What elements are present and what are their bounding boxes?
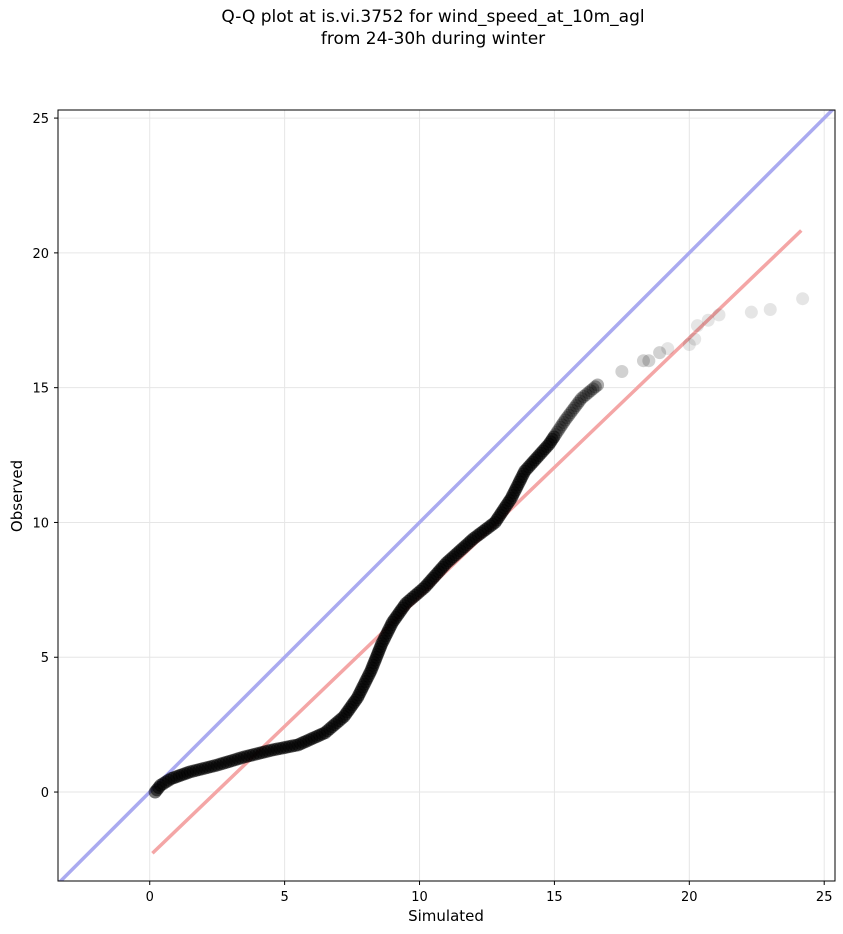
qq-point: [567, 401, 581, 415]
qq-point: [569, 399, 583, 413]
x-tick-label: 25: [816, 890, 833, 905]
qq-point: [564, 406, 578, 420]
qq-point: [642, 354, 656, 368]
qq-point: [573, 394, 587, 408]
qq-point: [555, 418, 569, 432]
plot-frame: [57, 109, 836, 882]
x-tick-label: 15: [546, 890, 563, 905]
qq-point: [557, 415, 571, 429]
qq-point: [562, 408, 576, 422]
y-tick-label: 5: [41, 651, 49, 666]
qq-point: [586, 382, 600, 396]
qq-point: [588, 380, 602, 394]
chart-title: Q-Q plot at is.vi.3752 for wind_speed_at…: [0, 6, 843, 50]
qq-point: [701, 313, 715, 327]
qq-point: [552, 423, 566, 437]
qq-point: [571, 396, 585, 410]
x-tick-label: 0: [146, 890, 154, 905]
y-tick-label: 25: [32, 112, 49, 127]
qq-point: [763, 302, 777, 316]
qq-point: [661, 342, 675, 356]
qq-point: [548, 428, 562, 442]
y-tick-label: 10: [32, 516, 49, 531]
qq-point: [574, 391, 588, 405]
qq-point: [550, 425, 564, 439]
qq-point: [560, 411, 574, 425]
qq-point: [682, 338, 696, 352]
y-tick-label: 0: [41, 786, 49, 801]
data-points: [148, 292, 810, 799]
y-tick-label: 20: [32, 247, 49, 262]
qq-point: [547, 430, 561, 444]
title-line-2: from 24-30h during winter: [320, 29, 546, 49]
qq-point: [558, 413, 572, 427]
qq-point: [553, 420, 567, 434]
qq-point: [615, 364, 629, 378]
y-axis-label: Observed: [8, 460, 26, 532]
qq-point: [796, 292, 810, 306]
x-tick-label: 10: [411, 890, 428, 905]
qq-point: [690, 319, 704, 333]
qq-point: [653, 346, 667, 360]
y-tick-label: 15: [32, 382, 49, 397]
x-axis-label: Simulated: [408, 907, 484, 925]
x-tick-label: 5: [280, 890, 288, 905]
qq-point: [712, 308, 726, 322]
x-tick-label: 20: [681, 890, 698, 905]
qq-point: [565, 403, 579, 417]
identity-line: [58, 110, 835, 881]
qq-point: [591, 378, 605, 392]
title-line-1: Q-Q plot at is.vi.3752 for wind_speed_at…: [221, 7, 645, 27]
qq-point: [579, 388, 593, 402]
qq-point: [744, 305, 758, 319]
axis-ticks: 0 5 10 15 20 25 0 5 10 15 20 25: [32, 112, 832, 905]
qq-point: [577, 390, 591, 404]
qq-point: [581, 386, 595, 400]
qq-point: [584, 384, 598, 398]
qq-point: [688, 332, 702, 346]
qq-point: [636, 354, 650, 368]
